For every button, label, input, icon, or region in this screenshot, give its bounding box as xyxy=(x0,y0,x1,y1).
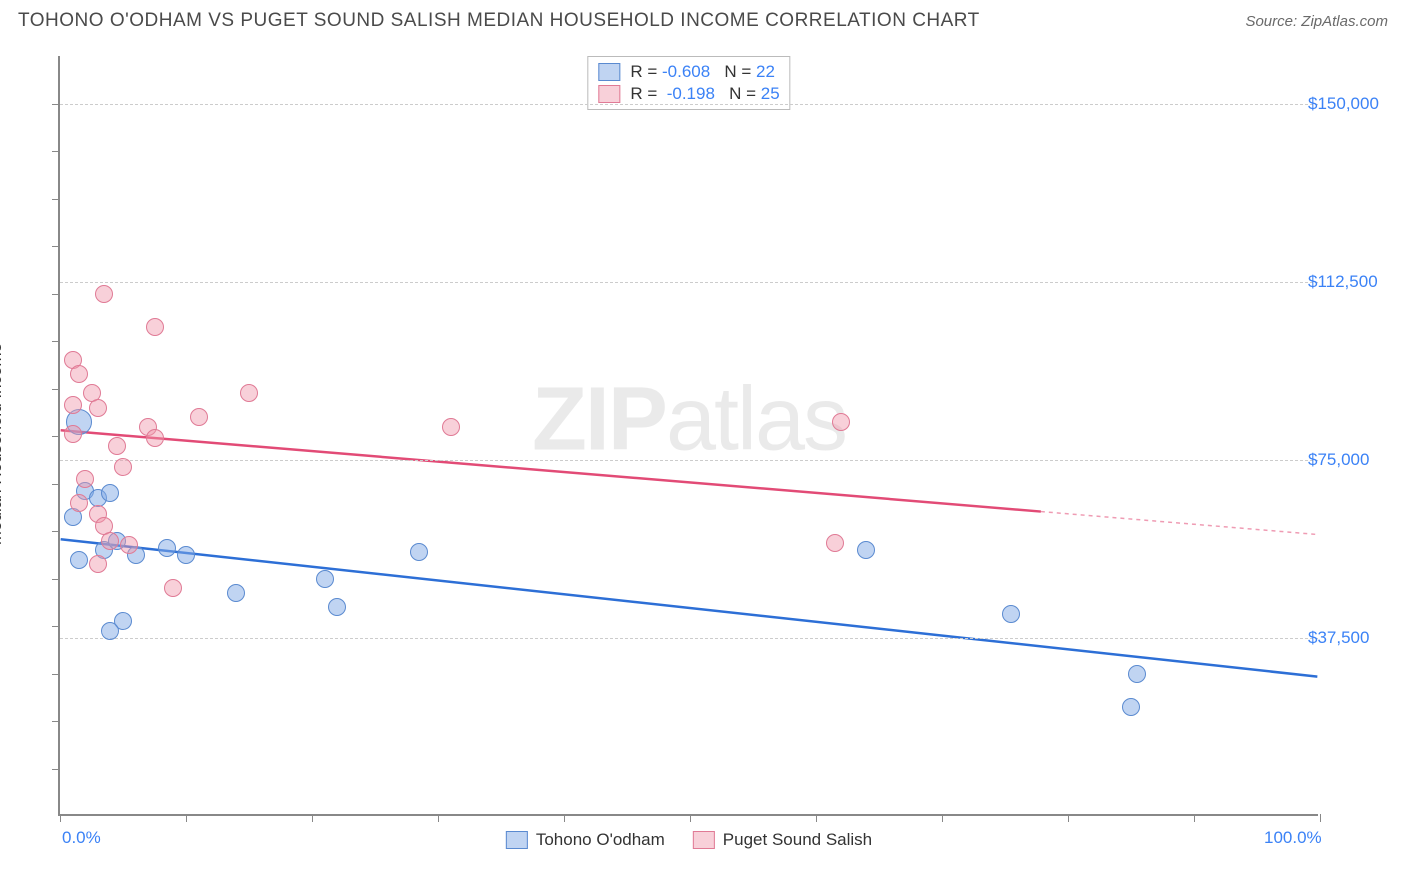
gridline-h xyxy=(60,638,1318,639)
gridline-h xyxy=(60,104,1318,105)
data-point xyxy=(227,584,245,602)
stat-row-series2: R = -0.198 N = 25 xyxy=(598,83,779,105)
gridline-h xyxy=(60,460,1318,461)
x-tick xyxy=(564,814,565,822)
x-tick xyxy=(1068,814,1069,822)
y-tick xyxy=(52,626,60,627)
data-point xyxy=(120,536,138,554)
legend-label-s1: Tohono O'odham xyxy=(536,830,665,850)
data-point xyxy=(832,413,850,431)
x-tick xyxy=(438,814,439,822)
chart-container: Median Household Income ZIPatlas R = -0.… xyxy=(18,44,1388,844)
data-point xyxy=(857,541,875,559)
y-tick xyxy=(52,769,60,770)
y-tick xyxy=(52,246,60,247)
y-tick xyxy=(52,104,60,105)
y-tick xyxy=(52,674,60,675)
stat-row-series1: R = -0.608 N = 22 xyxy=(598,61,779,83)
legend-swatch-s2 xyxy=(693,831,715,849)
data-point xyxy=(101,532,119,550)
x-tick xyxy=(942,814,943,822)
y-tick xyxy=(52,389,60,390)
x-tick xyxy=(816,814,817,822)
data-point xyxy=(1128,665,1146,683)
data-point xyxy=(70,365,88,383)
data-point xyxy=(410,543,428,561)
correlation-stats-box: R = -0.608 N = 22 R = -0.198 N = 25 xyxy=(587,56,790,110)
data-point xyxy=(442,418,460,436)
data-point xyxy=(146,318,164,336)
y-axis-label: $37,500 xyxy=(1308,628,1388,648)
data-point xyxy=(89,399,107,417)
y-tick xyxy=(52,436,60,437)
y-tick xyxy=(52,531,60,532)
swatch-series1 xyxy=(598,63,620,81)
gridline-h xyxy=(60,282,1318,283)
swatch-series2 xyxy=(598,85,620,103)
x-tick xyxy=(312,814,313,822)
trend-line xyxy=(61,539,1318,676)
y-tick xyxy=(52,721,60,722)
legend-swatch-s1 xyxy=(506,831,528,849)
x-tick xyxy=(1320,814,1321,822)
data-point xyxy=(240,384,258,402)
data-point xyxy=(826,534,844,552)
chart-source: Source: ZipAtlas.com xyxy=(1245,13,1388,30)
x-axis-label: 100.0% xyxy=(1264,828,1322,848)
data-point xyxy=(114,458,132,476)
data-point xyxy=(158,539,176,557)
stat-text-series2: R = -0.198 N = 25 xyxy=(630,84,779,104)
data-point xyxy=(177,546,195,564)
data-point xyxy=(328,598,346,616)
data-point xyxy=(64,396,82,414)
x-tick xyxy=(690,814,691,822)
x-axis-label: 0.0% xyxy=(62,828,101,848)
y-tick xyxy=(52,294,60,295)
y-axis-title: Median Household Income xyxy=(0,343,6,545)
y-axis-label: $112,500 xyxy=(1308,272,1388,292)
y-axis-label: $150,000 xyxy=(1308,94,1388,114)
chart-header: TOHONO O'ODHAM VS PUGET SOUND SALISH MED… xyxy=(0,0,1406,36)
y-tick xyxy=(52,199,60,200)
chart-title: TOHONO O'ODHAM VS PUGET SOUND SALISH MED… xyxy=(18,10,980,32)
series-legend: Tohono O'odham Puget Sound Salish xyxy=(506,830,872,850)
data-point xyxy=(108,437,126,455)
data-point xyxy=(101,484,119,502)
y-tick xyxy=(52,484,60,485)
trend-line xyxy=(61,430,1041,511)
stat-text-series1: R = -0.608 N = 22 xyxy=(630,62,775,82)
plot-area: ZIPatlas R = -0.608 N = 22 R = -0.198 N … xyxy=(58,56,1318,816)
y-axis-label: $75,000 xyxy=(1308,450,1388,470)
data-point xyxy=(164,579,182,597)
x-tick xyxy=(60,814,61,822)
data-point xyxy=(1002,605,1020,623)
data-point xyxy=(1122,698,1140,716)
data-point xyxy=(146,429,164,447)
y-tick xyxy=(52,151,60,152)
x-tick xyxy=(1194,814,1195,822)
data-point xyxy=(64,425,82,443)
legend-item-series2: Puget Sound Salish xyxy=(693,830,872,850)
data-point xyxy=(70,551,88,569)
data-point xyxy=(76,470,94,488)
legend-item-series1: Tohono O'odham xyxy=(506,830,665,850)
data-point xyxy=(190,408,208,426)
y-tick xyxy=(52,579,60,580)
data-point xyxy=(101,622,119,640)
legend-label-s2: Puget Sound Salish xyxy=(723,830,872,850)
y-tick xyxy=(52,341,60,342)
data-point xyxy=(316,570,334,588)
trend-line-dashed xyxy=(1041,512,1317,535)
data-point xyxy=(89,555,107,573)
data-point xyxy=(70,494,88,512)
data-point xyxy=(95,285,113,303)
x-tick xyxy=(186,814,187,822)
